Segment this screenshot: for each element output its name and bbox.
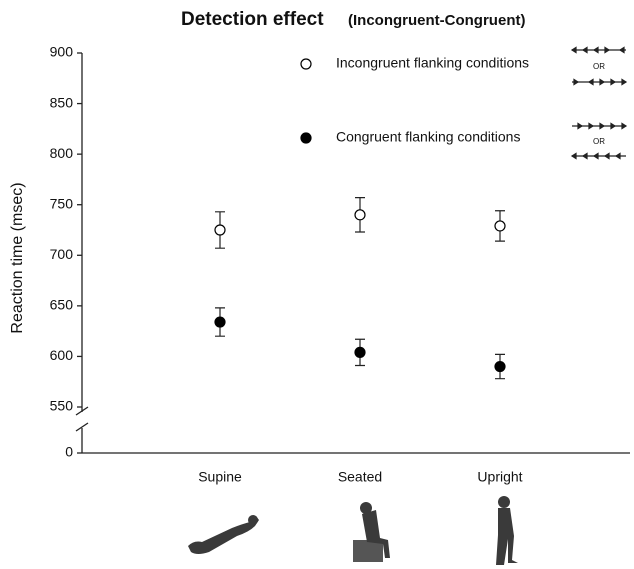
- legend-label: Congruent flanking conditions: [336, 129, 520, 145]
- legend-note: OR: [593, 137, 605, 146]
- x-tick-label: Upright: [477, 469, 522, 485]
- data-point: [354, 346, 366, 358]
- y-tick-label: 550: [50, 398, 74, 414]
- data-point: [494, 360, 506, 373]
- data-point: [354, 209, 366, 221]
- legend-marker: [300, 132, 312, 144]
- data-point: [214, 316, 226, 328]
- chart-title: Detection effect: [181, 9, 324, 30]
- axis-break: [75, 406, 89, 416]
- y-tick-label: 600: [50, 347, 74, 363]
- y-tick-label: 650: [50, 297, 74, 313]
- posture-figures: [188, 496, 518, 565]
- y-tick-label: 700: [50, 246, 74, 262]
- y-tick-label: 850: [50, 94, 74, 110]
- y-tick-label: 0: [65, 444, 73, 460]
- y-tick-label: 900: [50, 44, 74, 60]
- chart-subtitle: (Incongruent-Congruent): [348, 12, 525, 29]
- y-tick-label: 750: [50, 195, 74, 211]
- y-tick-label: 800: [50, 145, 74, 161]
- legend-note: OR: [593, 62, 605, 71]
- axis-break: [75, 422, 89, 432]
- data-point: [494, 220, 506, 232]
- y-axis-label: Reaction time (msec): [9, 182, 26, 333]
- x-tick-label: Supine: [198, 469, 242, 485]
- legend-marker: [300, 58, 312, 70]
- flanker-icons: [570, 46, 628, 160]
- data-point: [214, 224, 226, 236]
- x-tick-label: Seated: [338, 469, 382, 485]
- legend-label: Incongruent flanking conditions: [336, 55, 529, 71]
